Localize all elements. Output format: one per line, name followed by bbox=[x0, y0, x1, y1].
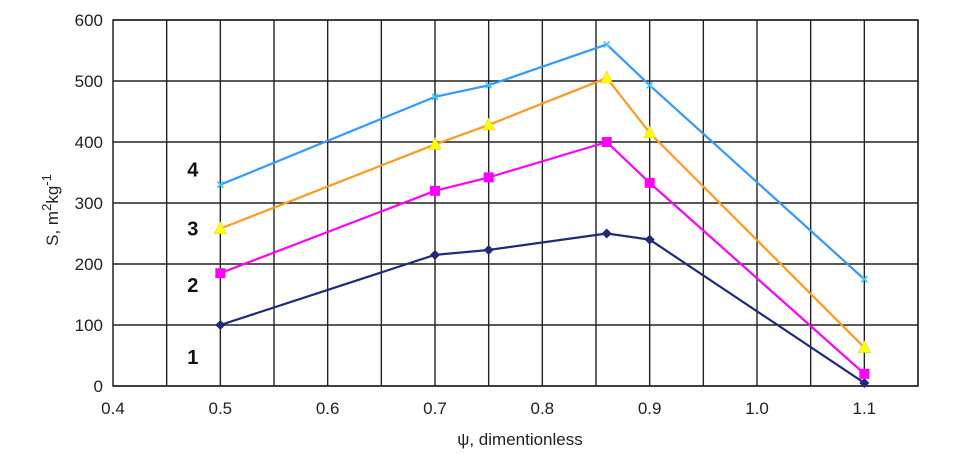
series-2-point bbox=[644, 177, 655, 188]
series-2-point bbox=[601, 137, 612, 147]
series-3-point bbox=[857, 340, 871, 353]
series-1-point bbox=[215, 320, 226, 330]
series-markers bbox=[213, 40, 871, 388]
x-tick-labels: 0.4 0.5 0.6 0.7 0.8 0.9 1.0 1.1 bbox=[101, 399, 876, 418]
y-tick-label: 400 bbox=[75, 133, 103, 152]
x-tick-label: 0.4 bbox=[101, 399, 125, 418]
series-3-point bbox=[643, 125, 657, 139]
x-tick-label: 0.9 bbox=[638, 399, 662, 418]
y-tick-label: 300 bbox=[75, 194, 103, 213]
series-1-point bbox=[430, 249, 440, 260]
series-2-point bbox=[483, 172, 494, 183]
series-2-line bbox=[219, 140, 866, 375]
grid bbox=[112, 19, 919, 387]
series-3-point bbox=[428, 136, 442, 150]
y-tick-labels: 0 100 200 300 400 500 600 bbox=[75, 11, 103, 396]
y-axis-label: S, m2kg-1 bbox=[39, 174, 62, 246]
series-4-line bbox=[219, 43, 866, 281]
series-3-point bbox=[600, 70, 614, 84]
series-2-point bbox=[215, 268, 226, 279]
x-tick-label: 1.0 bbox=[745, 399, 769, 418]
y-tick-label: 0 bbox=[94, 377, 103, 396]
x-tick-label: 0.5 bbox=[209, 399, 233, 418]
series-4-point bbox=[431, 93, 439, 101]
series-2-point bbox=[430, 185, 440, 196]
series-4-point bbox=[603, 40, 611, 48]
x-axis-label: ψ, dimentionless bbox=[457, 430, 583, 449]
y-tick-label: 100 bbox=[75, 316, 103, 335]
x-tick-label: 0.6 bbox=[316, 399, 340, 418]
y-tick-label: 200 bbox=[75, 255, 103, 274]
x-tick-label: 0.7 bbox=[423, 399, 447, 418]
series-1-point bbox=[483, 244, 494, 255]
series-label-4: 4 bbox=[187, 160, 199, 182]
series-1-point bbox=[644, 234, 655, 245]
x-tick-label: 0.8 bbox=[531, 399, 555, 418]
series-3-line bbox=[219, 76, 866, 349]
series-label-3: 3 bbox=[187, 219, 198, 241]
series-4-point bbox=[860, 275, 868, 283]
series-3-point bbox=[482, 117, 496, 131]
y-tick-label: 500 bbox=[75, 72, 103, 91]
series-label-1: 1 bbox=[187, 347, 198, 369]
series-lines bbox=[219, 43, 866, 384]
series-3-point bbox=[213, 221, 227, 234]
series-4-point bbox=[216, 181, 224, 189]
series-4-point bbox=[485, 81, 493, 89]
series-1-line bbox=[219, 232, 865, 384]
x-tick-label: 1.1 bbox=[853, 399, 877, 418]
series-1-point bbox=[859, 377, 870, 388]
series-4-point bbox=[646, 81, 654, 89]
series-label-2: 2 bbox=[187, 275, 198, 297]
y-tick-label: 600 bbox=[75, 11, 103, 30]
series-2-point bbox=[859, 368, 870, 379]
series-1-point bbox=[601, 228, 612, 239]
series-labels: 1 2 3 4 bbox=[187, 160, 199, 369]
